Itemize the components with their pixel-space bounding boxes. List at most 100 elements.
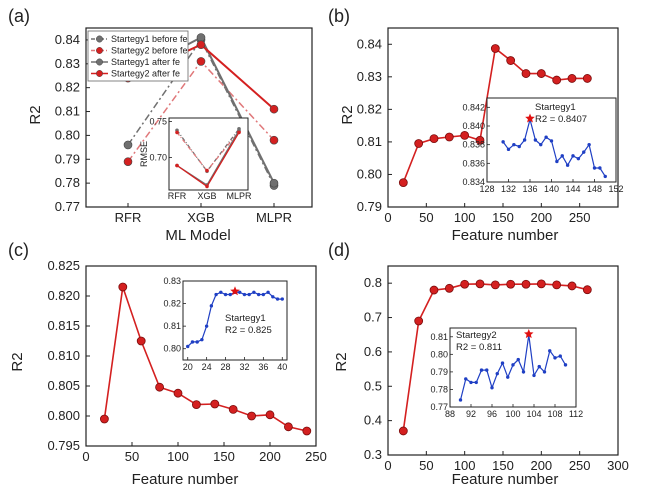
- panel-d-inset-data-point: [500, 361, 505, 365]
- panel-b-y-tick-label: 0.82: [357, 101, 382, 116]
- panel-d-data-point: [567, 281, 577, 291]
- panel-c-data-point: [283, 422, 293, 432]
- panel-b-data-point: [582, 74, 592, 83]
- panel-b-inset-data-point: [560, 154, 564, 158]
- panel-c-inset-x-tick-label: 28: [221, 362, 231, 372]
- panel-a-data-point: [196, 40, 206, 50]
- panel-a-y-tick-label: 0.84: [55, 32, 80, 47]
- panel-d-x-tick-label: 0: [384, 458, 391, 473]
- panel-c-inset-x-tick-label: 36: [258, 362, 268, 372]
- panel-d-inset-x-tick-label: 100: [505, 409, 520, 419]
- panel-b-inset-data-point: [571, 154, 575, 158]
- panel-c-inset-x-tick-label: 20: [183, 362, 193, 372]
- panel-a-inset-data-point: [175, 163, 179, 168]
- panel-c-inset-data-point: [214, 292, 218, 297]
- panel-c-inset-data-point: [275, 297, 280, 301]
- panel-d-y-tick-label: 0.8: [364, 275, 382, 290]
- panel-a-y-tick-label: 0.82: [55, 80, 80, 95]
- panel-d-inset-y-tick-label: 0.79: [430, 367, 448, 377]
- panel-b-inset-x-tick-label: 140: [544, 184, 559, 194]
- panel-a-legend-label: Startegy2 after fe: [111, 69, 180, 79]
- panel-c-inset-annotation-r2: R2 = 0.825: [225, 325, 272, 336]
- panel-c-data-point: [173, 388, 183, 398]
- panel-d-data-point: [521, 279, 531, 289]
- panel-b-inset-annotation-strategy: Startegy1: [535, 102, 576, 113]
- panel-a-inset-x-tick-label: XGB: [197, 191, 216, 201]
- panel-b-inset-data-point: [576, 156, 581, 161]
- panel-c-label: (c): [8, 240, 29, 260]
- panel-d-y-tick-label: 0.6: [364, 344, 382, 359]
- panel-a-x-tick-label: MLPR: [256, 210, 292, 225]
- panel-c-inset-data-point: [209, 304, 214, 308]
- panel-a-y-tick-label: 0.83: [55, 56, 80, 71]
- panel-a-legend-label: Startegy2 before fe: [111, 46, 188, 56]
- panel-a-y-tick-label: 0.81: [55, 104, 80, 119]
- panel-d-data-point: [536, 279, 546, 289]
- panel-b-y-tick-label: 0.83: [357, 69, 382, 84]
- panel-d-inset-data-point: [558, 354, 562, 358]
- panel-d-inset-annotation-strategy: Startegy2: [456, 330, 497, 341]
- panel-c-inset-data-point: [190, 340, 195, 344]
- panel-a-inset-y-tick-label: 0.70: [149, 153, 167, 163]
- panel-c-inset-best-star: [230, 286, 240, 296]
- panel-d-inset-x-tick-label: 92: [466, 409, 476, 419]
- panel-b-data-point: [506, 56, 516, 65]
- panel-c-inset-data-point: [228, 292, 232, 297]
- panel-d-x-tick-label: 300: [607, 458, 629, 473]
- panel-b-x-tick-label: 100: [454, 210, 476, 225]
- panel-d-y-tick-label: 0.3: [364, 447, 382, 462]
- panel-d-data-point: [552, 280, 562, 290]
- panel-c-inset-x-tick-label: 32: [239, 362, 249, 372]
- panel-a-inset-y-tick-label: 0.75: [149, 117, 167, 127]
- panel-d-y-tick-label: 0.4: [364, 413, 382, 428]
- panel-d-data-point: [460, 279, 470, 289]
- panel-c-inset-y-tick-label: 0.83: [163, 276, 181, 286]
- panel-d-inset-data-point: [474, 380, 478, 385]
- panel-d-x-tick-label: 100: [454, 458, 476, 473]
- panel-d-x-tick-label: 250: [569, 458, 591, 473]
- panel-d-inset-data-point: [464, 377, 468, 381]
- panel-d-inset-annotation-r2: R2 = 0.811: [456, 342, 502, 353]
- panel-b-inset-data-point: [522, 138, 527, 142]
- panel-c-inset-data-point: [186, 344, 190, 349]
- panel-c-inset-annotation-strategy: Startegy1: [225, 313, 266, 324]
- panel-c-data-point: [247, 411, 257, 421]
- panel-c-inset-data-point: [242, 292, 247, 297]
- panel-d-inset-data-point: [485, 368, 489, 372]
- panel-d-data-point: [444, 283, 454, 293]
- panel-a-inset-data-point: [175, 130, 179, 135]
- panel-d-inset-y-tick-label: 0.80: [430, 349, 448, 359]
- panel-b-inset-y-tick-label: 0.842: [462, 102, 485, 112]
- panel-a-y-tick-label: 0.80: [55, 127, 80, 142]
- panel-a-x-tick-label: RFR: [115, 210, 142, 225]
- panel-c-y-tick-label: 0.820: [47, 288, 80, 303]
- panel-c-y-tick-label: 0.795: [47, 438, 80, 453]
- panel-d-x-tick-label: 50: [419, 458, 433, 473]
- panel-b-label: (b): [328, 6, 350, 26]
- panel-c-data-point: [118, 282, 128, 292]
- panel-d-inset-best-star: [524, 329, 534, 339]
- panel-b-inset-data-point: [598, 166, 602, 170]
- panel-a-y-tick-label: 0.79: [55, 151, 80, 166]
- panel-b-data-point: [536, 69, 546, 78]
- panel-d-inset-y-tick-label: 0.81: [430, 332, 448, 342]
- panel-d-inset-data-point: [458, 398, 463, 402]
- panel-c-y-tick-label: 0.810: [47, 348, 80, 363]
- panel-d-inset-data-point: [516, 357, 520, 362]
- panel-d-inset-y-tick-label: 0.77: [430, 402, 448, 412]
- panel-c-inset-data-point: [271, 295, 275, 299]
- panel-a-data-point: [269, 178, 279, 188]
- panel-c-x-tick-label: 250: [305, 449, 327, 464]
- panel-d-inset-data-point: [469, 380, 473, 385]
- panel-d-xlabel: Feature number: [452, 471, 559, 488]
- panel-d-data-point: [582, 285, 592, 295]
- panel-a-data-point: [269, 135, 279, 145]
- panel-b-y-tick-label: 0.84: [357, 36, 382, 51]
- panel-a-x-tick-label: XGB: [187, 210, 214, 225]
- panel-b-inset-y-tick-label: 0.836: [462, 158, 485, 168]
- panel-b-inset-y-tick-label: 0.840: [462, 121, 485, 131]
- panel-c-data-point: [265, 410, 275, 420]
- panel-a-inset-x-tick-label: MLPR: [226, 191, 252, 201]
- panel-c-data-point: [228, 404, 238, 414]
